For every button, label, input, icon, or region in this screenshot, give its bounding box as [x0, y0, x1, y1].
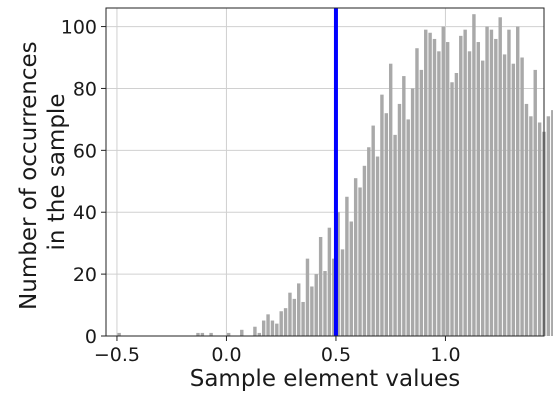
y-tick-label: 40 [73, 202, 97, 224]
histogram-bar [261, 320, 266, 336]
histogram-bar [371, 125, 375, 336]
histogram-bar [397, 103, 402, 336]
histogram-bar [480, 60, 485, 336]
histogram-bar [524, 103, 529, 336]
histogram-bar [388, 63, 393, 336]
histogram-bar [498, 17, 502, 337]
histogram-bar [533, 69, 537, 336]
histogram-bar [266, 314, 270, 336]
x-tick-label: −0.5 [94, 344, 140, 366]
histogram-bar [551, 110, 553, 336]
x-tick-label: 1.0 [430, 344, 460, 366]
histogram-bar [340, 249, 345, 336]
histogram-bar [314, 274, 318, 336]
histogram-bar [393, 134, 397, 336]
histogram-bar [454, 72, 459, 336]
histogram-bar [441, 26, 445, 336]
histogram-bar [305, 258, 310, 336]
histogram-bar [358, 187, 362, 336]
histogram-bar [424, 29, 428, 336]
histogram-bar [318, 236, 323, 336]
histogram-bar [310, 286, 314, 336]
histogram-bar [226, 332, 231, 336]
x-tick-label: 0.5 [321, 344, 351, 366]
histogram-bar [520, 57, 524, 336]
histogram-bar [362, 165, 367, 336]
histogram-bar [200, 332, 205, 336]
histogram-bar [419, 69, 424, 336]
histogram-bar [384, 113, 389, 337]
histogram-bar [502, 54, 507, 337]
y-tick-label: 20 [73, 264, 97, 286]
y-axis-label: Number of occurrences in the sample [16, 34, 70, 310]
y-tick-label: 80 [73, 78, 97, 100]
histogram-bar [209, 332, 213, 336]
histogram-bar [375, 156, 380, 336]
histogram-bar [459, 35, 463, 336]
histogram-bar [450, 82, 454, 336]
histogram-bar [537, 122, 542, 337]
histogram-bar [511, 63, 516, 336]
histogram-bar [507, 29, 511, 336]
histogram-bar [437, 51, 441, 336]
y-tick-labels: 0 20 40 60 80 100 [61, 17, 97, 348]
histogram-bars [117, 14, 553, 337]
histogram-bar [279, 311, 283, 336]
histogram-bar [283, 308, 288, 336]
histogram-bar [257, 332, 262, 336]
histogram-bar [463, 29, 467, 336]
y-axis-label-line-2: in the sample [44, 94, 70, 251]
x-tick-label: 0.0 [211, 344, 241, 366]
histogram-bar [529, 116, 533, 336]
histogram-bar [345, 196, 349, 336]
histogram-bar [117, 332, 121, 336]
histogram-bar [297, 283, 301, 336]
x-tick-labels: −0.5 0.0 0.5 1.0 [94, 344, 461, 366]
histogram-bar [445, 42, 450, 336]
histogram-bar [323, 271, 327, 336]
histogram-bar [240, 329, 244, 336]
histogram-bar [415, 48, 419, 336]
histogram-bar [332, 258, 336, 336]
histogram-bar [432, 38, 437, 336]
histogram-bar [516, 26, 520, 336]
histogram-bar [327, 227, 332, 336]
plot-frame [105, 7, 545, 337]
histogram-bar [472, 14, 476, 336]
y-tick-label: 0 [85, 326, 97, 348]
histogram-bar [288, 292, 292, 336]
histogram-bar [301, 301, 305, 336]
histogram-bar [485, 26, 489, 336]
histogram-bar [270, 320, 275, 336]
histogram-bar [353, 178, 358, 336]
histogram-bar [253, 326, 257, 336]
histogram-bar [428, 32, 432, 336]
histogram-bar [336, 212, 340, 336]
histogram-bar [275, 323, 279, 336]
histogram-bar [402, 76, 406, 336]
x-axis-label: Sample element values [190, 366, 461, 392]
histogram-bar [494, 38, 498, 336]
histogram-bar [476, 42, 481, 336]
histogram-bar [546, 116, 551, 336]
y-axis-label-line-1: Number of occurrences [16, 41, 42, 310]
histogram-bar [196, 332, 200, 336]
tick-marks [101, 26, 446, 341]
histogram-bar [292, 298, 297, 336]
histogram-bar [489, 29, 494, 336]
y-tick-label: 100 [61, 17, 97, 39]
histogram-bar [406, 119, 410, 337]
histogram-bar [467, 51, 472, 336]
histogram-bar [349, 221, 353, 336]
histogram-bar [380, 94, 384, 336]
histogram-bar [410, 88, 415, 336]
y-tick-label: 60 [73, 140, 97, 162]
histogram-bar [367, 147, 371, 336]
